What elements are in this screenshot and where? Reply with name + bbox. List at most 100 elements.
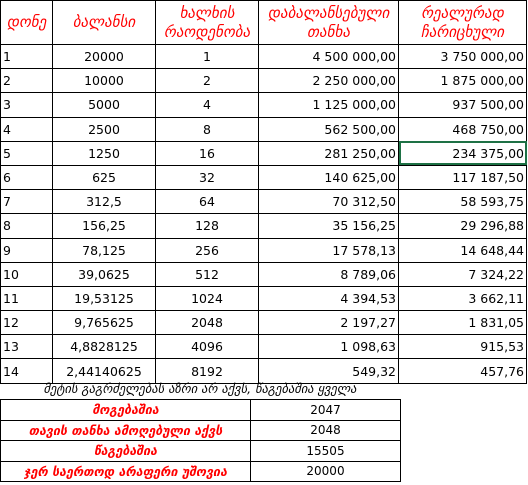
header-balanced-amount[interactable]: დაბალანსებული თანხა [258,0,399,45]
cell-real-amount[interactable]: 1 831,05 [398,310,527,336]
summary-value[interactable]: 15505 [250,440,401,462]
cell-balanced-amount[interactable]: 2 197,27 [258,310,399,336]
summary-table: მოგებაშია 2047 თავის თანხა ამოღებული აქვ… [0,399,401,482]
cell-real-amount[interactable]: 1 875 000,00 [398,68,527,94]
cell-balance[interactable]: 312,5 [52,189,156,215]
table-row: 6 625 32 140 625,00 117 187,50 [0,164,527,191]
cell-balance[interactable]: 2500 [52,116,156,142]
header-balance[interactable]: ბალანსი [52,0,156,45]
summary-row: მოგებაშია 2047 [0,399,401,421]
cell-balance[interactable]: 10000 [52,68,156,94]
cell-people[interactable]: 2048 [155,310,259,336]
cell-level[interactable]: 7 [0,189,53,215]
cell-level[interactable]: 14 [0,358,53,384]
cell-real-amount[interactable]: 457,76 [398,358,527,384]
cell-balanced-amount[interactable]: 70 312,50 [258,189,399,215]
cell-balanced-amount[interactable]: 1 125 000,00 [258,92,399,118]
cell-real-amount[interactable]: 937 500,00 [398,92,527,118]
cell-level[interactable]: 11 [0,285,53,312]
cell-level[interactable]: 1 [0,43,53,70]
table-row: 7 312,5 64 70 312,50 58 593,75 [0,189,527,215]
cell-balanced-amount[interactable]: 4 394,53 [258,285,399,312]
cell-real-amount[interactable]: 3 662,11 [398,285,527,312]
cell-people[interactable]: 4 [155,92,259,118]
summary-value[interactable]: 2048 [250,419,401,441]
cell-balance[interactable]: 19,53125 [52,285,156,312]
cell-balance[interactable]: 1250 [52,140,156,166]
cell-level[interactable]: 6 [0,164,53,191]
cell-balanced-amount[interactable]: 4 500 000,00 [258,43,399,70]
cell-balance[interactable]: 625 [52,164,156,191]
cell-balanced-amount[interactable]: 8 789,06 [258,261,399,287]
cell-balance[interactable]: 39,0625 [52,261,156,287]
cell-level[interactable]: 3 [0,92,53,118]
cell-real-amount[interactable]: 14 648,44 [398,237,527,263]
cell-balance[interactable]: 5000 [52,92,156,118]
table-row: 11 19,53125 1024 4 394,53 3 662,11 [0,285,527,312]
cell-people[interactable]: 4096 [155,334,259,360]
cell-real-amount[interactable]: 234 375,00 [398,140,527,166]
cell-balanced-amount[interactable]: 35 156,25 [258,213,399,239]
cell-people[interactable]: 2 [155,68,259,94]
cell-balanced-amount[interactable]: 562 500,00 [258,116,399,142]
cell-level[interactable]: 12 [0,310,53,336]
header-row: დონე ბალანსი ხალხის რაოდენობა დაბალანსებ… [0,0,527,45]
cell-people[interactable]: 256 [155,237,259,263]
header-real-amount[interactable]: რეალურად ჩარიცხული [398,0,527,45]
table-row: 2 10000 2 2 250 000,00 1 875 000,00 [0,68,527,94]
table-row: 4 2500 8 562 500,00 468 750,00 [0,116,527,142]
header-level[interactable]: დონე [0,0,53,45]
cell-balance[interactable]: 78,125 [52,237,156,263]
cell-real-amount[interactable]: 3 750 000,00 [398,43,527,70]
cell-real-amount[interactable]: 29 296,88 [398,213,527,239]
cell-people[interactable]: 1 [155,43,259,70]
table-row: 3 5000 4 1 125 000,00 937 500,00 [0,92,527,118]
cell-balanced-amount[interactable]: 17 578,13 [258,237,399,263]
cell-balance[interactable]: 156,25 [52,213,156,239]
cell-people[interactable]: 128 [155,213,259,239]
cell-real-amount[interactable]: 117 187,50 [398,164,527,191]
cell-real-amount[interactable]: 7 324,22 [398,261,527,287]
cell-real-amount[interactable]: 58 593,75 [398,189,527,215]
summary-value[interactable]: 2047 [250,399,401,421]
cell-level[interactable]: 4 [0,116,53,142]
cell-balanced-amount[interactable]: 1 098,63 [258,334,399,360]
summary-label[interactable]: თავის თანხა ამოღებული აქვს [0,419,251,441]
cell-level[interactable]: 5 [0,140,53,166]
cell-balanced-amount[interactable]: 281 250,00 [258,140,399,166]
cell-people[interactable]: 32 [155,164,259,191]
summary-value[interactable]: 20000 [250,460,401,482]
data-table: დონე ბალანსი ხალხის რაოდენობა დაბალანსებ… [0,0,527,384]
summary-label[interactable]: მოგებაშია [0,399,251,421]
cell-people[interactable]: 8 [155,116,259,142]
table-row: 10 39,0625 512 8 789,06 7 324,22 [0,261,527,287]
cell-level[interactable]: 2 [0,68,53,94]
note-text[interactable]: მეტის გაგრძელებას აზრი არ აქვს, წაგებაში… [43,381,357,396]
cell-level[interactable]: 10 [0,261,53,287]
table-row: 8 156,25 128 35 156,25 29 296,88 [0,213,527,239]
cell-balance[interactable]: 20000 [52,43,156,70]
cell-people[interactable]: 64 [155,189,259,215]
summary-row: თავის თანხა ამოღებული აქვს 2048 [0,419,401,441]
cell-real-amount[interactable]: 468 750,00 [398,116,527,142]
cell-people[interactable]: 1024 [155,285,259,312]
summary-row: ჯერ საერთოდ არაფერი უშოვია 20000 [0,460,401,482]
summary-label[interactable]: წაგებაშია [0,440,251,462]
cell-people[interactable]: 512 [155,261,259,287]
summary-row: წაგებაშია 15505 [0,440,401,462]
cell-balanced-amount[interactable]: 2 250 000,00 [258,68,399,94]
cell-people[interactable]: 16 [155,140,259,166]
cell-level[interactable]: 9 [0,237,53,263]
cell-balanced-amount[interactable]: 549,32 [258,358,399,384]
cell-balance[interactable]: 2,44140625 [52,358,156,384]
table-row: 9 78,125 256 17 578,13 14 648,44 [0,237,527,263]
header-people[interactable]: ხალხის რაოდენობა [155,0,259,45]
cell-balance[interactable]: 4,8828125 [52,334,156,360]
cell-real-amount[interactable]: 915,53 [398,334,527,360]
cell-level[interactable]: 13 [0,334,53,360]
cell-level[interactable]: 8 [0,213,53,239]
table-row: 13 4,8828125 4096 1 098,63 915,53 [0,334,527,360]
summary-label[interactable]: ჯერ საერთოდ არაფერი უშოვია [0,460,251,482]
cell-balance[interactable]: 9,765625 [52,310,156,336]
cell-balanced-amount[interactable]: 140 625,00 [258,164,399,191]
